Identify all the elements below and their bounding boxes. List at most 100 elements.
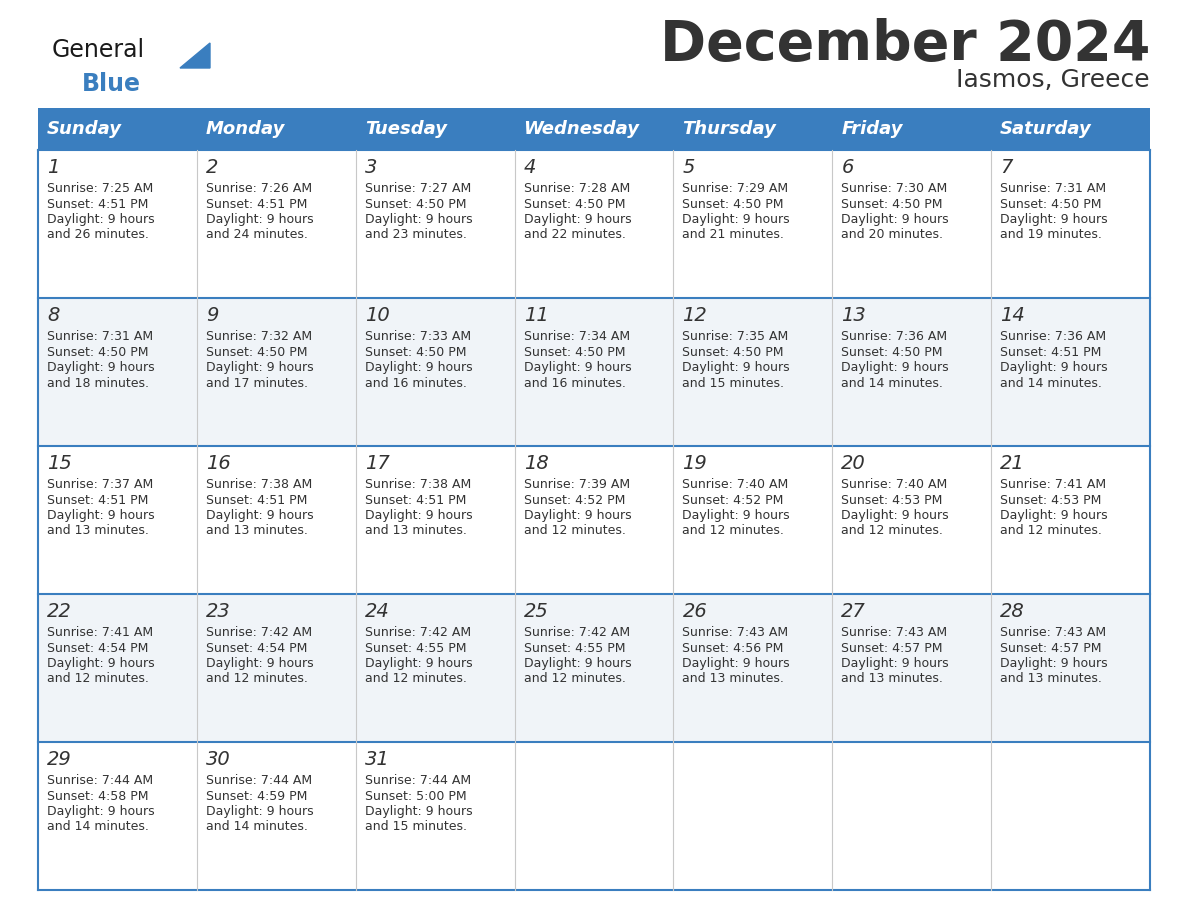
Text: 5: 5	[682, 158, 695, 177]
Text: Daylight: 9 hours: Daylight: 9 hours	[524, 361, 631, 374]
Text: Sunrise: 7:42 AM: Sunrise: 7:42 AM	[206, 626, 312, 639]
Text: Daylight: 9 hours: Daylight: 9 hours	[1000, 213, 1107, 226]
Text: and 15 minutes.: and 15 minutes.	[365, 821, 467, 834]
Text: 7: 7	[1000, 158, 1012, 177]
Text: Sunrise: 7:27 AM: Sunrise: 7:27 AM	[365, 182, 470, 195]
Text: Sunset: 4:52 PM: Sunset: 4:52 PM	[524, 494, 625, 507]
Text: Sunrise: 7:43 AM: Sunrise: 7:43 AM	[682, 626, 789, 639]
Text: Daylight: 9 hours: Daylight: 9 hours	[682, 657, 790, 670]
Text: and 17 minutes.: and 17 minutes.	[206, 376, 308, 389]
Text: Sunset: 4:54 PM: Sunset: 4:54 PM	[206, 642, 308, 655]
Text: and 14 minutes.: and 14 minutes.	[206, 821, 308, 834]
Text: Sunrise: 7:36 AM: Sunrise: 7:36 AM	[1000, 330, 1106, 343]
Text: Sunrise: 7:40 AM: Sunrise: 7:40 AM	[682, 478, 789, 491]
Text: and 13 minutes.: and 13 minutes.	[841, 673, 943, 686]
Bar	[991, 446, 1150, 594]
Bar	[514, 150, 674, 298]
Text: Daylight: 9 hours: Daylight: 9 hours	[365, 361, 473, 374]
Text: Daylight: 9 hours: Daylight: 9 hours	[841, 509, 949, 522]
Text: Daylight: 9 hours: Daylight: 9 hours	[682, 361, 790, 374]
Text: and 12 minutes.: and 12 minutes.	[524, 673, 625, 686]
Bar	[355, 108, 514, 150]
Text: 24: 24	[365, 602, 390, 621]
Text: Daylight: 9 hours: Daylight: 9 hours	[1000, 657, 1107, 670]
Text: 30: 30	[206, 750, 230, 769]
Text: Sunrise: 7:43 AM: Sunrise: 7:43 AM	[841, 626, 947, 639]
Text: Sunset: 4:51 PM: Sunset: 4:51 PM	[206, 494, 308, 507]
Text: Sunset: 4:55 PM: Sunset: 4:55 PM	[365, 642, 466, 655]
Text: Sunrise: 7:39 AM: Sunrise: 7:39 AM	[524, 478, 630, 491]
Text: and 13 minutes.: and 13 minutes.	[48, 524, 148, 538]
Text: Monday: Monday	[206, 120, 285, 138]
Bar	[833, 298, 991, 446]
Text: Sunset: 5:00 PM: Sunset: 5:00 PM	[365, 789, 467, 802]
Text: and 12 minutes.: and 12 minutes.	[524, 524, 625, 538]
Text: 27: 27	[841, 602, 866, 621]
Text: Daylight: 9 hours: Daylight: 9 hours	[206, 805, 314, 818]
Text: Sunrise: 7:44 AM: Sunrise: 7:44 AM	[206, 774, 312, 787]
Text: Thursday: Thursday	[682, 120, 776, 138]
Bar	[674, 108, 833, 150]
Text: Daylight: 9 hours: Daylight: 9 hours	[365, 509, 473, 522]
Text: Sunset: 4:51 PM: Sunset: 4:51 PM	[206, 197, 308, 210]
Text: Sunrise: 7:26 AM: Sunrise: 7:26 AM	[206, 182, 312, 195]
Polygon shape	[181, 43, 210, 68]
Bar	[38, 150, 197, 298]
Text: Sunrise: 7:29 AM: Sunrise: 7:29 AM	[682, 182, 789, 195]
Text: Sunset: 4:51 PM: Sunset: 4:51 PM	[365, 494, 466, 507]
Bar	[991, 298, 1150, 446]
Text: December 2024: December 2024	[659, 18, 1150, 72]
Text: and 19 minutes.: and 19 minutes.	[1000, 229, 1102, 241]
Text: Sunset: 4:53 PM: Sunset: 4:53 PM	[841, 494, 942, 507]
Text: Sunset: 4:50 PM: Sunset: 4:50 PM	[682, 345, 784, 359]
Bar	[674, 298, 833, 446]
Bar	[674, 150, 833, 298]
Text: Daylight: 9 hours: Daylight: 9 hours	[365, 657, 473, 670]
Text: Sunrise: 7:31 AM: Sunrise: 7:31 AM	[1000, 182, 1106, 195]
Bar	[355, 150, 514, 298]
Text: Daylight: 9 hours: Daylight: 9 hours	[48, 657, 154, 670]
Bar	[514, 298, 674, 446]
Text: Iasmos, Greece: Iasmos, Greece	[956, 68, 1150, 92]
Text: 25: 25	[524, 602, 549, 621]
Text: and 13 minutes.: and 13 minutes.	[682, 673, 784, 686]
Text: Daylight: 9 hours: Daylight: 9 hours	[1000, 361, 1107, 374]
Text: 17: 17	[365, 454, 390, 473]
Bar	[38, 108, 197, 150]
Bar	[674, 446, 833, 594]
Text: Daylight: 9 hours: Daylight: 9 hours	[841, 213, 949, 226]
Text: and 13 minutes.: and 13 minutes.	[365, 524, 467, 538]
Text: and 14 minutes.: and 14 minutes.	[841, 376, 943, 389]
Text: Sunrise: 7:32 AM: Sunrise: 7:32 AM	[206, 330, 312, 343]
Text: Sunset: 4:50 PM: Sunset: 4:50 PM	[1000, 197, 1101, 210]
Text: Sunrise: 7:40 AM: Sunrise: 7:40 AM	[841, 478, 948, 491]
Text: Sunrise: 7:43 AM: Sunrise: 7:43 AM	[1000, 626, 1106, 639]
Text: Daylight: 9 hours: Daylight: 9 hours	[524, 657, 631, 670]
Bar	[833, 108, 991, 150]
Text: and 12 minutes.: and 12 minutes.	[1000, 524, 1102, 538]
Bar	[514, 742, 674, 890]
Bar	[674, 594, 833, 742]
Bar	[197, 298, 355, 446]
Text: Sunrise: 7:31 AM: Sunrise: 7:31 AM	[48, 330, 153, 343]
Text: 9: 9	[206, 306, 219, 325]
Bar	[197, 150, 355, 298]
Text: Daylight: 9 hours: Daylight: 9 hours	[206, 361, 314, 374]
Text: Sunrise: 7:41 AM: Sunrise: 7:41 AM	[1000, 478, 1106, 491]
Text: 3: 3	[365, 158, 377, 177]
Text: Sunset: 4:50 PM: Sunset: 4:50 PM	[524, 197, 625, 210]
Text: Daylight: 9 hours: Daylight: 9 hours	[206, 213, 314, 226]
Bar	[833, 594, 991, 742]
Bar	[197, 594, 355, 742]
Text: Sunset: 4:57 PM: Sunset: 4:57 PM	[841, 642, 943, 655]
Text: Sunset: 4:54 PM: Sunset: 4:54 PM	[48, 642, 148, 655]
Bar	[991, 594, 1150, 742]
Text: Sunrise: 7:44 AM: Sunrise: 7:44 AM	[48, 774, 153, 787]
Text: 18: 18	[524, 454, 549, 473]
Text: Daylight: 9 hours: Daylight: 9 hours	[365, 805, 473, 818]
Bar	[197, 446, 355, 594]
Text: Sunset: 4:51 PM: Sunset: 4:51 PM	[48, 494, 148, 507]
Text: and 12 minutes.: and 12 minutes.	[365, 673, 467, 686]
Text: and 23 minutes.: and 23 minutes.	[365, 229, 467, 241]
Text: Sunset: 4:50 PM: Sunset: 4:50 PM	[206, 345, 308, 359]
